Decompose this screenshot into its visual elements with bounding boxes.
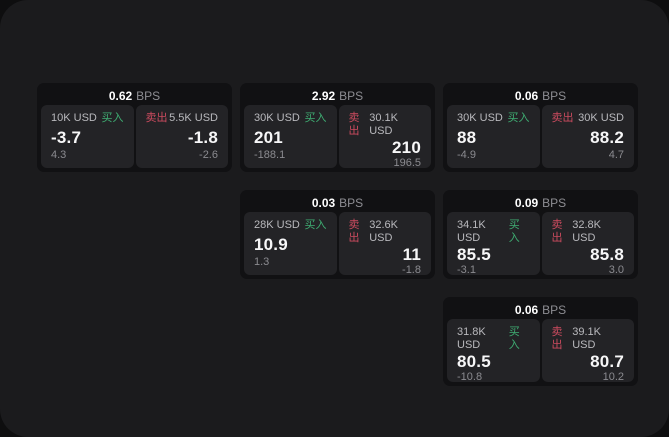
quote-sides: 34.1K USD 买入 85.5 -3.1 卖出 32.8K USD 85.8… xyxy=(447,212,634,276)
sell-size: 30.1K USD xyxy=(369,112,398,137)
buy-size: 30K USD xyxy=(457,112,503,124)
sell-label: 卖出 xyxy=(551,112,574,124)
sell-tile[interactable]: 卖出 30.1K USD 210 196.5 xyxy=(338,105,431,169)
bps-value: 0.62 xyxy=(108,89,133,103)
quote-grid: 0.62 BPS 10K USD 买入 -3.7 4.3 卖出 5.5K USD xyxy=(37,83,638,386)
quote-sides: 10K USD 买入 -3.7 4.3 卖出 5.5K USD -1.8 -2.… xyxy=(41,105,228,168)
sell-price: 80.7 xyxy=(590,352,624,371)
bps-header: 0.09 BPS xyxy=(447,194,634,212)
buy-delta: -3.1 xyxy=(457,264,476,276)
buy-label: 买入 xyxy=(101,112,124,124)
buy-label: 买入 xyxy=(304,219,327,231)
quote-card: 0.06 BPS 30K USD 买入 88 -4.9 卖出 30K USD xyxy=(443,83,638,172)
buy-size: 34.1K USD xyxy=(457,219,486,244)
quote-sides: 28K USD 买入 10.9 1.3 卖出 32.6K USD 11 -1.8 xyxy=(244,212,431,276)
buy-label: 买入 xyxy=(508,219,520,244)
quote-sides: 31.8K USD 买入 80.5 -10.8 卖出 39.1K USD 80.… xyxy=(447,319,634,383)
buy-label: 买入 xyxy=(304,112,327,124)
bps-header: 0.62 BPS xyxy=(41,87,228,105)
quote-sides: 30K USD 买入 201 -188.1 卖出 30.1K USD 210 1… xyxy=(244,105,431,169)
quote-card: 0.09 BPS 34.1K USD 买入 85.5 -3.1 卖出 32.8K… xyxy=(443,190,638,279)
bps-value: 0.03 xyxy=(311,196,336,210)
buy-tile[interactable]: 30K USD 买入 201 -188.1 xyxy=(244,105,337,168)
quote-sides: 30K USD 买入 88 -4.9 卖出 30K USD 88.2 4.7 xyxy=(447,105,634,168)
sell-tile[interactable]: 卖出 39.1K USD 80.7 10.2 xyxy=(541,319,634,383)
buy-tile[interactable]: 34.1K USD 买入 85.5 -3.1 xyxy=(447,212,540,276)
bps-header: 0.03 BPS xyxy=(244,194,431,212)
bps-header: 0.06 BPS xyxy=(447,301,634,319)
buy-price: -3.7 xyxy=(51,127,82,147)
sell-size: 39.1K USD xyxy=(572,326,601,351)
buy-size: 31.8K USD xyxy=(457,326,486,351)
buy-price: 10.9 xyxy=(254,234,288,254)
buy-label: 买入 xyxy=(508,326,520,351)
sell-delta: 10.2 xyxy=(602,371,624,383)
sell-size: 5.5K USD xyxy=(169,112,218,124)
buy-tile[interactable]: 30K USD 买入 88 -4.9 xyxy=(447,105,540,168)
sell-size: 32.8K USD xyxy=(572,219,601,244)
bps-header: 2.92 BPS xyxy=(244,87,431,105)
buy-tile[interactable]: 10K USD 买入 -3.7 4.3 xyxy=(41,105,134,168)
sell-tile[interactable]: 卖出 32.8K USD 85.8 3.0 xyxy=(541,212,634,276)
bps-value: 0.06 xyxy=(514,303,539,317)
buy-price: 88 xyxy=(457,127,477,147)
buy-delta: -4.9 xyxy=(457,149,476,161)
quote-card: 2.92 BPS 30K USD 买入 201 -188.1 卖出 30.1K … xyxy=(240,83,435,172)
bps-unit-label: BPS xyxy=(136,89,161,103)
bps-value: 0.09 xyxy=(514,196,539,210)
sell-price: 11 xyxy=(402,245,421,264)
buy-size: 10K USD xyxy=(51,112,97,124)
sell-label: 卖出 xyxy=(551,219,563,244)
buy-size: 30K USD xyxy=(254,112,300,124)
buy-tile[interactable]: 31.8K USD 买入 80.5 -10.8 xyxy=(447,319,540,383)
bps-value: 0.06 xyxy=(514,89,539,103)
buy-price: 201 xyxy=(254,127,283,147)
bps-unit-label: BPS xyxy=(542,89,567,103)
sell-delta: -2.6 xyxy=(199,149,218,161)
sell-delta: 3.0 xyxy=(608,264,624,276)
buy-tile[interactable]: 28K USD 买入 10.9 1.3 xyxy=(244,212,337,275)
sell-tile[interactable]: 卖出 30K USD 88.2 4.7 xyxy=(541,105,634,168)
sell-price: 210 xyxy=(392,138,421,157)
bps-unit-label: BPS xyxy=(339,89,364,103)
sell-tile[interactable]: 卖出 32.6K USD 11 -1.8 xyxy=(338,212,431,276)
buy-price: 85.5 xyxy=(457,245,491,264)
sell-label: 卖出 xyxy=(348,219,360,244)
buy-label: 买入 xyxy=(507,112,530,124)
buy-price: 80.5 xyxy=(457,352,491,371)
sell-price: 88.2 xyxy=(590,127,624,147)
sell-size: 32.6K USD xyxy=(369,219,398,244)
bps-header: 0.06 BPS xyxy=(447,87,634,105)
sell-delta: -1.8 xyxy=(402,264,421,276)
buy-size: 28K USD xyxy=(254,219,300,231)
sell-price: -1.8 xyxy=(187,127,218,147)
sell-price: 85.8 xyxy=(590,245,624,264)
sell-tile[interactable]: 卖出 5.5K USD -1.8 -2.6 xyxy=(135,105,228,168)
quote-card: 0.62 BPS 10K USD 买入 -3.7 4.3 卖出 5.5K USD xyxy=(37,83,232,172)
quote-card: 0.03 BPS 28K USD 买入 10.9 1.3 卖出 32.6K US… xyxy=(240,190,435,279)
buy-delta: 1.3 xyxy=(254,256,270,268)
sell-delta: 4.7 xyxy=(608,149,624,161)
buy-delta: -188.1 xyxy=(254,149,286,161)
sell-size: 30K USD xyxy=(578,112,624,124)
sell-label: 卖出 xyxy=(348,112,360,137)
buy-delta: -10.8 xyxy=(457,371,483,383)
quote-card: 0.06 BPS 31.8K USD 买入 80.5 -10.8 卖出 39.1… xyxy=(443,297,638,386)
bps-unit-label: BPS xyxy=(542,303,567,317)
sell-label: 卖出 xyxy=(551,326,563,351)
bps-value: 2.92 xyxy=(311,89,336,103)
bps-unit-label: BPS xyxy=(542,196,567,210)
sell-delta: 196.5 xyxy=(393,157,421,169)
buy-delta: 4.3 xyxy=(51,149,67,161)
sell-label: 卖出 xyxy=(145,112,168,124)
bps-unit-label: BPS xyxy=(339,196,364,210)
